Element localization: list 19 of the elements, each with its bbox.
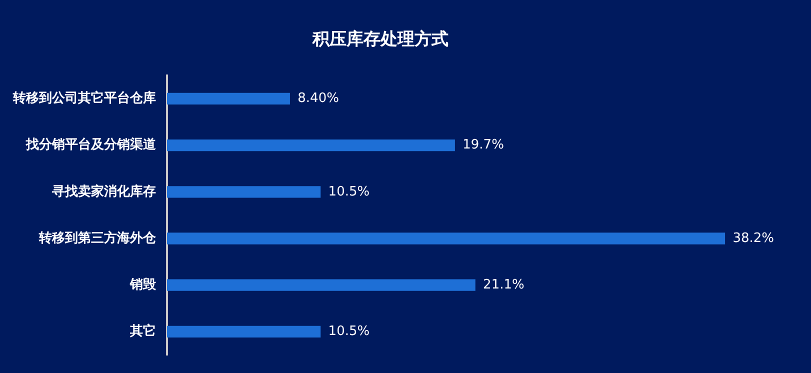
y-tick-label: 销毁 [129, 277, 157, 292]
bar [167, 139, 455, 152]
bar [167, 232, 726, 244]
y-tick-label: 寻找卖家消化库存 [51, 183, 156, 200]
data-label: 38.2% [732, 230, 774, 246]
y-tick-label: 其它 [129, 323, 156, 340]
data-label: 10.5% [328, 184, 370, 200]
data-label: 10.5% [328, 324, 370, 340]
bar [167, 279, 476, 291]
bar [167, 186, 321, 198]
y-tick-label: 找分销平台及分销渠道 [25, 136, 157, 153]
bar [167, 326, 321, 338]
data-label: 19.7% [462, 138, 504, 153]
y-tick-label: 转移到第三方海外仓 [38, 230, 157, 246]
data-label: 8.40% [298, 91, 339, 106]
bar [167, 92, 290, 105]
data-label: 21.1% [483, 277, 524, 292]
y-tick-label: 转移到公司其它平台仓库 [12, 90, 156, 106]
chart-title: 积压库存处理方式 [312, 30, 448, 50]
